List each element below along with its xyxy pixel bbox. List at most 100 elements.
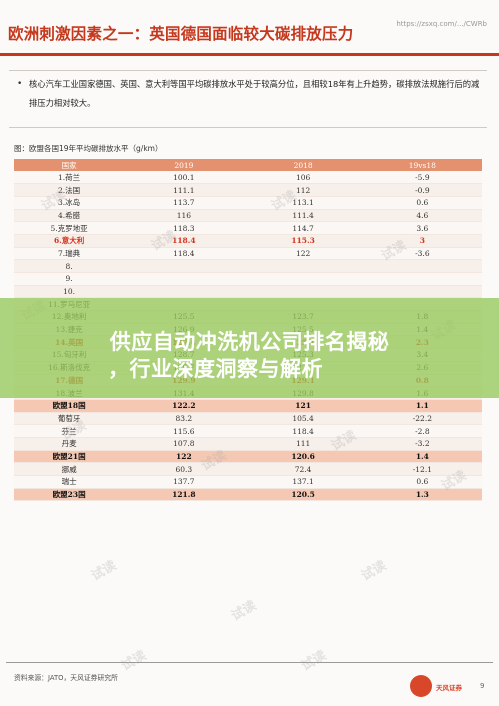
table-row: 3.冰岛 113.7 113.1 0.6 <box>14 196 482 210</box>
value-2019-cell: 122 <box>124 450 244 464</box>
value-2018-cell: 72.4 <box>243 462 363 476</box>
value-2018-cell: 111 <box>243 437 363 451</box>
bullet-icon: • <box>17 79 23 89</box>
value-2019-cell <box>124 285 244 299</box>
value-2018-cell: 120.6 <box>243 450 363 464</box>
diff-cell: -2.8 <box>362 424 482 438</box>
table-row: 8. <box>14 259 482 273</box>
country-cell: 8. <box>14 259 125 273</box>
value-2019-cell: 100.1 <box>124 171 244 185</box>
summary-text: 核心汽车工业国家德国、英国、意大利等国平均碳排放水平处于较高分位，且相较18年有… <box>29 79 480 108</box>
value-2019-cell: 137.7 <box>124 475 244 489</box>
value-2019-cell: 115.6 <box>124 424 244 438</box>
value-2019-cell: 118.4 <box>124 247 244 261</box>
headline-line-1: 供应自动冲洗机公司排名揭秘 <box>109 330 390 354</box>
value-2018-cell <box>243 285 363 299</box>
watermark-text: 试读 <box>118 648 150 675</box>
summary-box: • 核心汽车工业国家德国、英国、意大利等国平均碳排放水平处于较高分位，且相较18… <box>9 70 487 128</box>
table-row: 欧盟21国 122 120.6 1.4 <box>14 450 482 464</box>
table-row: 7.瑞典 118.4 122 -3.6 <box>14 247 482 261</box>
watermark-text: 试读 <box>298 648 330 675</box>
value-2018-cell: 137.1 <box>243 475 363 489</box>
value-2018-cell: 105.4 <box>243 412 363 426</box>
col-country: 国家 <box>14 159 125 171</box>
value-2018-cell: 114.7 <box>243 221 363 235</box>
value-2019-cell <box>124 259 244 273</box>
value-2019-cell: 107.8 <box>124 437 244 451</box>
table-row: 5.克罗地亚 118.3 114.7 3.6 <box>14 221 482 235</box>
table-row: 1.荷兰 100.1 106 -5.9 <box>14 171 482 185</box>
country-cell: 7.瑞典 <box>14 247 125 261</box>
source-url: https://zsxq.com/.../CWRb <box>396 20 487 28</box>
table-row: 瑞士 137.7 137.1 0.6 <box>14 475 482 489</box>
country-cell: 6.意大利 <box>14 234 125 248</box>
country-cell: 3.冰岛 <box>14 196 125 210</box>
diff-cell: -0.9 <box>362 183 482 197</box>
table-row: 9. <box>14 272 482 286</box>
value-2018-cell: 118.4 <box>243 424 363 438</box>
country-cell: 10. <box>14 285 125 299</box>
country-cell: 芬兰 <box>14 424 125 438</box>
page-number: 9 <box>480 682 485 690</box>
value-2018-cell: 115.3 <box>243 234 363 248</box>
value-2019-cell <box>124 272 244 286</box>
diff-cell <box>362 272 482 286</box>
diff-cell <box>362 259 482 273</box>
table-row: 挪威 60.3 72.4 -12.1 <box>14 462 482 476</box>
country-cell: 1.荷兰 <box>14 171 125 185</box>
diff-cell: -3.2 <box>362 437 482 451</box>
diff-cell: 1.4 <box>362 450 482 464</box>
footer-rule <box>6 662 493 663</box>
company-logo-icon <box>410 675 432 697</box>
table-row: 10. <box>14 285 482 299</box>
table-row: 葡萄牙 83.2 105.4 -22.2 <box>14 412 482 426</box>
headline-banner <box>0 298 499 398</box>
country-cell: 9. <box>14 272 125 286</box>
diff-cell: 0.6 <box>362 196 482 210</box>
country-cell: 欧盟21国 <box>14 450 125 464</box>
country-cell: 葡萄牙 <box>14 412 125 426</box>
country-cell: 欧盟23国 <box>14 488 125 502</box>
table-header-row: 国家 2019 2018 19vs18 <box>14 159 482 171</box>
diff-cell: -3.6 <box>362 247 482 261</box>
value-2018-cell: 113.1 <box>243 196 363 210</box>
page-title: 欧洲刺激因素之一：英国德国面临较大碳排放压力 <box>8 25 354 43</box>
figure-title: 图：欧盟各国19年平均碳排放水平（g/km） <box>14 144 163 153</box>
country-cell: 4.希腊 <box>14 209 125 223</box>
value-2019-cell: 116 <box>124 209 244 223</box>
col-diff: 19vs18 <box>362 159 482 171</box>
value-2019-cell: 60.3 <box>124 462 244 476</box>
diff-cell: -22.2 <box>362 412 482 426</box>
value-2018-cell: 120.5 <box>243 488 363 502</box>
value-2018-cell: 121 <box>243 399 363 413</box>
country-cell: 5.克罗地亚 <box>14 221 125 235</box>
table-row: 丹麦 107.8 111 -3.2 <box>14 437 482 451</box>
diff-cell <box>362 285 482 299</box>
value-2018-cell: 112 <box>243 183 363 197</box>
watermark-text: 试读 <box>228 598 260 625</box>
value-2019-cell: 118.4 <box>124 234 244 248</box>
diff-cell: -12.1 <box>362 462 482 476</box>
watermark-text: 试读 <box>88 558 120 585</box>
value-2019-cell: 118.3 <box>124 221 244 235</box>
table-row: 4.希腊 116 111.4 4.6 <box>14 209 482 223</box>
diff-cell: 0.6 <box>362 475 482 489</box>
country-cell: 欧盟18国 <box>14 399 125 413</box>
value-2019-cell: 83.2 <box>124 412 244 426</box>
table-row: 2.法国 111.1 112 -0.9 <box>14 183 482 197</box>
table-row: 芬兰 115.6 118.4 -2.8 <box>14 424 482 438</box>
diff-cell: 1.1 <box>362 399 482 413</box>
value-2018-cell: 122 <box>243 247 363 261</box>
company-logo-text: 天风证券 <box>436 684 462 692</box>
value-2019-cell: 113.7 <box>124 196 244 210</box>
table-row: 欧盟18国 122.2 121 1.1 <box>14 399 482 413</box>
table-row: 欧盟23国 121.8 120.5 1.3 <box>14 488 482 502</box>
value-2019-cell: 122.2 <box>124 399 244 413</box>
country-cell: 丹麦 <box>14 437 125 451</box>
headline-line-2: ，行业深度洞察与解析 <box>108 357 323 381</box>
watermark-text: 试读 <box>358 558 390 585</box>
country-cell: 2.法国 <box>14 183 125 197</box>
value-2018-cell: 106 <box>243 171 363 185</box>
col-2018: 2018 <box>243 159 363 171</box>
country-cell: 挪威 <box>14 462 125 476</box>
